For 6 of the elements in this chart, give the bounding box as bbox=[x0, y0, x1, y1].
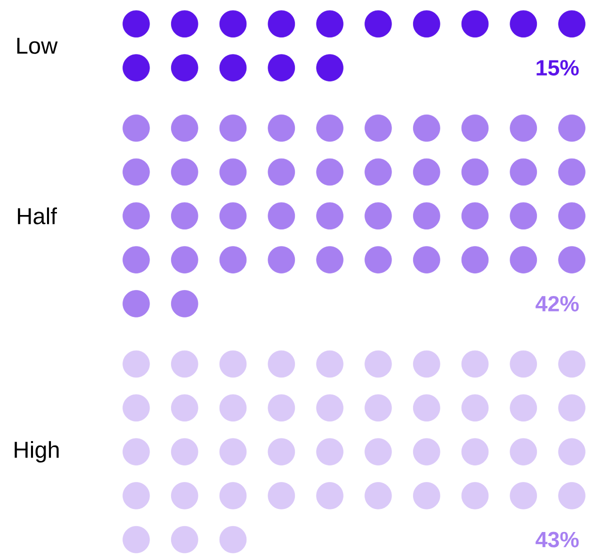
data-label: 15% bbox=[536, 60, 579, 76]
category-label: Low bbox=[17, 38, 58, 54]
category-label: Half bbox=[18, 207, 57, 224]
category-label: High bbox=[14, 441, 59, 463]
data-label: 43% bbox=[536, 532, 579, 548]
data-label: 42% bbox=[536, 296, 579, 312]
